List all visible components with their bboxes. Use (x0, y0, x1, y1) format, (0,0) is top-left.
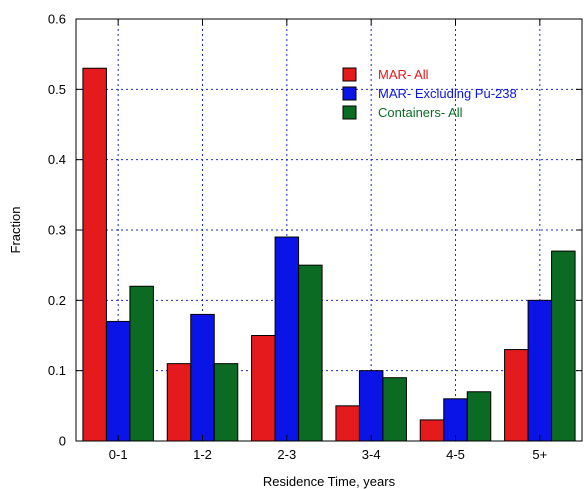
y-tick-label: 0.3 (48, 223, 66, 238)
y-tick-label: 0.5 (48, 82, 66, 97)
x-tick-label: 2-3 (277, 447, 296, 462)
legend-swatch (342, 86, 357, 101)
bar (335, 405, 360, 442)
bar (274, 236, 300, 442)
bar (443, 398, 468, 442)
bar (129, 285, 154, 442)
x-axis-label: Residence Time, years (263, 474, 396, 489)
ticks: 0 0.1 0.2 0.3 0.4 0.5 0.6 0-1 1-2 2-3 3-4 4-5 5+ (48, 12, 582, 462)
legend-swatch (342, 105, 357, 120)
bar (419, 419, 445, 442)
bar (358, 370, 384, 442)
legend-label: MAR- All (378, 67, 429, 82)
legend-swatch (342, 67, 357, 82)
bar (213, 363, 239, 442)
y-tick-label: 0.6 (48, 12, 66, 27)
y-tick-label: 0.1 (48, 363, 66, 378)
x-tick-label: 4-5 (446, 447, 465, 462)
bar (382, 377, 407, 442)
bars (82, 67, 576, 442)
x-tick-label: 5+ (532, 447, 547, 462)
bar (82, 67, 107, 442)
bar (251, 335, 276, 442)
bar (105, 320, 131, 442)
y-tick-label: 0 (59, 434, 66, 449)
bar (298, 264, 323, 442)
x-tick-label: 3-4 (362, 447, 381, 462)
y-tick-label: 0.4 (48, 152, 66, 167)
legend: MAR- All MAR- Excluding Pu-238 Containers-… (342, 67, 517, 120)
bar (551, 250, 576, 442)
y-tick-label: 0.2 (48, 293, 66, 308)
bar (527, 299, 553, 442)
x-tick-label: 0-1 (109, 447, 128, 462)
legend-label: Containers- All (378, 105, 463, 120)
y-axis-label: Fraction (8, 207, 23, 254)
legend-label: MAR- Excluding Pu-238 (378, 86, 517, 101)
bar (190, 313, 215, 442)
x-tick-label: 1-2 (193, 447, 212, 462)
bar (504, 349, 529, 442)
bar (466, 391, 492, 442)
bar (166, 363, 192, 442)
